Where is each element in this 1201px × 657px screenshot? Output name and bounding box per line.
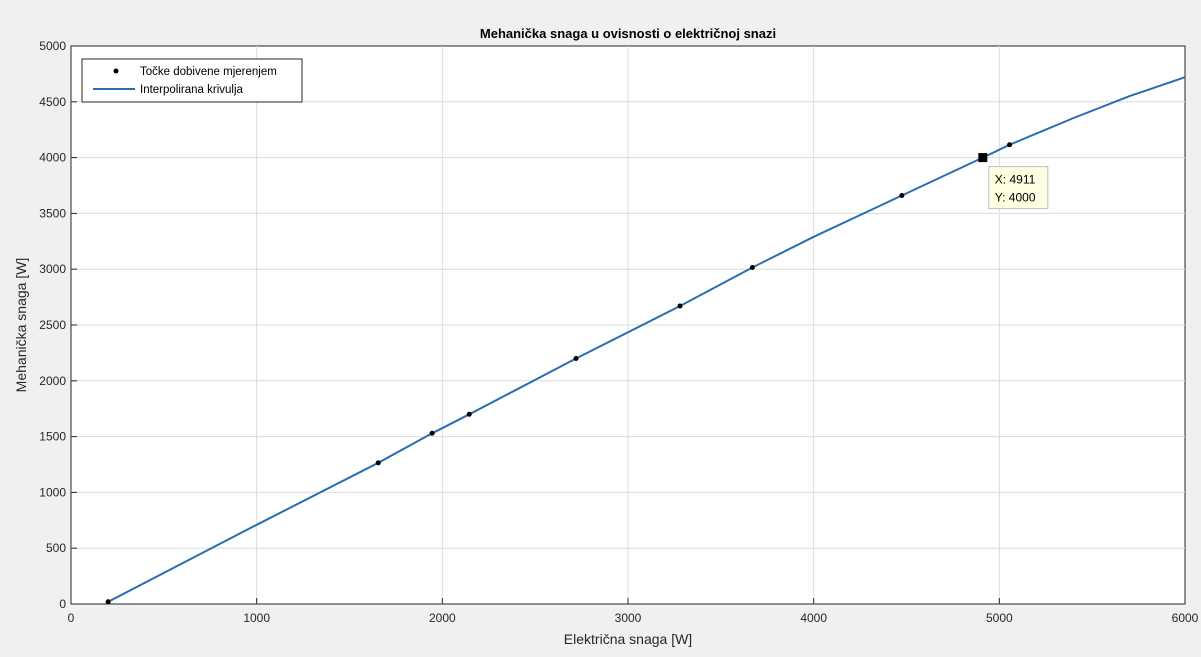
legend-label-scatter: Točke dobivene mjerenjem: [140, 66, 277, 78]
y-tick-label: 2500: [39, 318, 66, 332]
y-tick-label: 5000: [39, 39, 66, 53]
datatip-marker[interactable]: [978, 153, 988, 163]
measured-point: [466, 411, 472, 417]
measured-point: [573, 355, 579, 361]
series-layer: [105, 76, 1186, 605]
y-tick-label: 3000: [39, 262, 66, 276]
x-axis-ticks: 0 1000 2000 3000 4000 5000 6000: [68, 598, 1199, 625]
y-axis-label: Mehanička snaga [W]: [13, 258, 29, 393]
y-tick-label: 1500: [39, 430, 66, 444]
y-tick-label: 3500: [39, 206, 66, 220]
datatip-box: [988, 166, 1049, 210]
y-tick-label: 4000: [39, 151, 66, 165]
measured-point: [899, 193, 905, 199]
measured-point: [677, 303, 683, 309]
y-tick-label: 1000: [39, 485, 66, 499]
legend-box: [81, 58, 303, 103]
y-tick-label: 500: [46, 541, 66, 555]
legend: Točke dobivene mjerenjem Interpolirana k…: [81, 58, 303, 103]
x-tick-label: 3000: [615, 611, 642, 625]
x-tick-label: 0: [68, 611, 75, 625]
datatip-x-label: X: 4911: [995, 173, 1036, 187]
legend-marker-scatter: [113, 68, 119, 74]
measured-point: [1007, 142, 1013, 148]
y-tick-label: 4500: [39, 95, 66, 109]
datatip[interactable]: X: 4911 Y: 4000: [978, 153, 1049, 210]
y-tick-label: 0: [59, 597, 66, 611]
x-tick-label: 4000: [800, 611, 827, 625]
measured-point: [105, 599, 111, 605]
measured-point: [749, 265, 755, 271]
measured-point: [429, 430, 435, 436]
datatip-y-label: Y: 4000: [995, 191, 1036, 205]
x-tick-label: 2000: [429, 611, 456, 625]
measured-point: [375, 460, 381, 466]
x-axis-label: Električna snaga [W]: [564, 631, 692, 647]
x-tick-label: 6000: [1172, 611, 1199, 625]
legend-label-line: Interpolirana krivulja: [140, 84, 244, 96]
y-axis-ticks: 0 500 1000 1500 2000 2500 3000 3500 4000 4500 5000: [39, 39, 77, 611]
chart-title: Mehanička snaga u ovisnosti o električno…: [480, 26, 776, 41]
y-tick-label: 2000: [39, 374, 66, 388]
x-tick-label: 5000: [986, 611, 1013, 625]
x-tick-label: 1000: [243, 611, 270, 625]
